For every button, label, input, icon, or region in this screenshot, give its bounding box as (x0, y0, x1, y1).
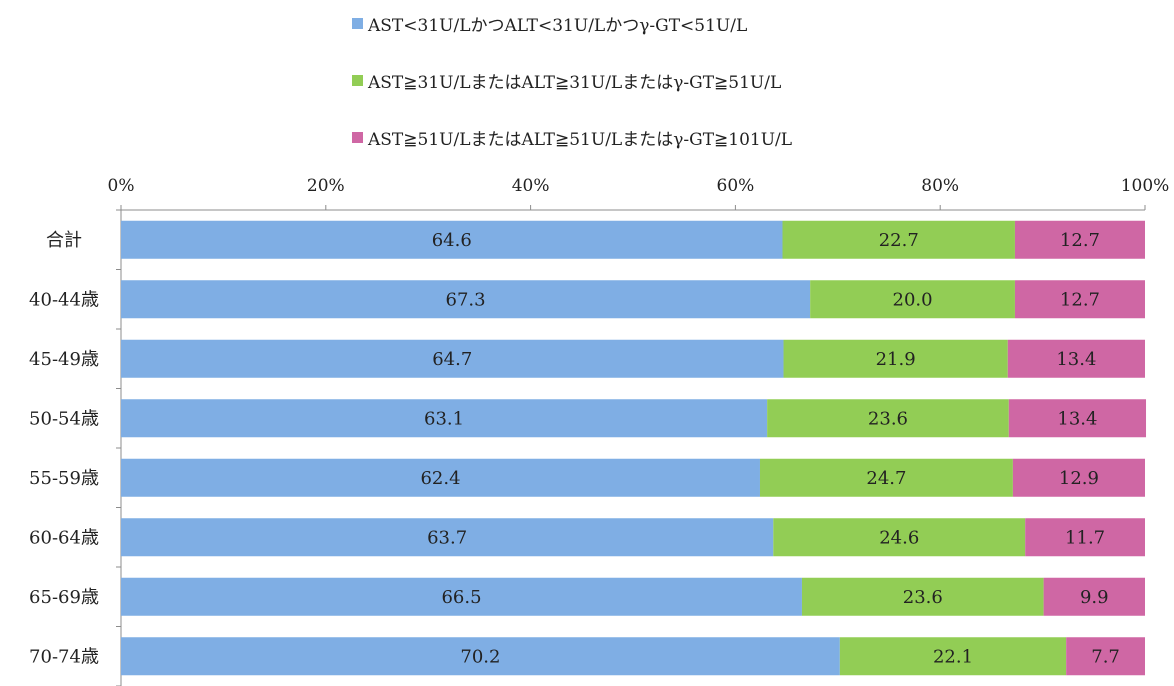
data-label: 12.9 (1059, 468, 1099, 489)
bar-segment (810, 280, 1015, 319)
x-tick-label: 20% (307, 176, 345, 196)
legend-item-normal: AST<31U/LかつALT<31U/Lかつγ-GT<51U/L (352, 11, 748, 36)
data-label: 12.7 (1060, 289, 1100, 310)
category-label: 65-69歳 (29, 587, 99, 608)
bar-segment (783, 339, 1008, 378)
legend-swatch-normal (352, 17, 363, 29)
bar-segment (1014, 280, 1145, 319)
bar-segment (1008, 399, 1147, 438)
bar-segment (121, 458, 760, 497)
data-label: 64.6 (432, 230, 472, 251)
legend-swatch-elevated (352, 74, 363, 86)
x-tick-label: 80% (921, 176, 959, 196)
bar-segment (767, 399, 1009, 438)
category-label: 40-44歳 (29, 289, 99, 310)
bar-segment (1012, 458, 1145, 497)
data-label: 70.2 (460, 646, 500, 667)
bar-segment (1043, 577, 1145, 616)
legend-swatch-high (352, 131, 363, 143)
category-labels: 合計 40-44歳 45-49歳 50-54歳 55-59歳 60-64歳 65-69歳 70… (29, 230, 99, 668)
legend-label-elevated: AST≧31U/LまたはALT≧31U/Lまたはγ-GT≧51U/L (368, 72, 782, 93)
bar-segment (121, 280, 811, 319)
bar-segment (1014, 220, 1145, 259)
legend-item-high: AST≧51U/LまたはALT≧51U/Lまたはγ-GT≧101U/L (352, 125, 793, 150)
legend-label-normal: AST<31U/LかつALT<31U/Lかつγ-GT<51U/L (368, 15, 748, 36)
x-tick-label: 40% (512, 176, 550, 196)
x-tick-label: 0% (108, 176, 135, 196)
data-label: 67.3 (446, 289, 486, 310)
data-label: 22.7 (879, 230, 919, 251)
bar-segment (1066, 637, 1145, 676)
bar-segment (1025, 518, 1145, 557)
category-label: 55-59歳 (29, 468, 99, 489)
data-label: 11.7 (1065, 527, 1105, 548)
data-label: 63.7 (427, 527, 467, 548)
data-label: 13.4 (1056, 349, 1096, 370)
bar-segment (121, 577, 802, 616)
bar-segment (773, 518, 1026, 557)
data-label: 23.6 (903, 587, 943, 608)
x-tick-label: 60% (717, 176, 755, 196)
x-tick-label: 100% (1121, 176, 1170, 196)
data-label: 20.0 (893, 289, 933, 310)
bar-segment (1007, 339, 1145, 378)
category-label: 50-54歳 (29, 408, 99, 429)
data-label: 23.6 (868, 408, 908, 429)
bar-segment (121, 339, 784, 378)
bar-segment (782, 220, 1015, 259)
data-label: 9.9 (1080, 587, 1109, 608)
legend-label-high: AST≧51U/LまたはALT≧51U/Lまたはγ-GT≧101U/L (368, 129, 793, 150)
data-label: 63.1 (424, 408, 464, 429)
data-label: 62.4 (420, 468, 460, 489)
data-label: 24.6 (879, 527, 919, 548)
category-label: 70-74歳 (29, 646, 99, 667)
bar-segment (121, 518, 774, 557)
data-label: 66.5 (441, 587, 481, 608)
bar-segment (121, 399, 768, 438)
data-label: 7.7 (1091, 646, 1120, 667)
data-label: 64.7 (432, 349, 472, 370)
axis: 0% 20% 40% 60% 80% 100% (108, 176, 1170, 686)
category-label: 45-49歳 (29, 349, 99, 370)
data-label: 13.4 (1057, 408, 1097, 429)
bar-segment (759, 458, 1013, 497)
category-label: 合計 (46, 230, 82, 251)
bar-segment (121, 637, 840, 676)
data-label: 24.7 (866, 468, 906, 489)
data-label: 12.7 (1060, 230, 1100, 251)
bars: 64.6 22.7 12.7 67.3 20.0 12.7 64.7 21.9 13.4 63.1… (121, 220, 1147, 676)
bar-segment (839, 637, 1067, 676)
bar-segment (801, 577, 1044, 616)
legend-item-elevated: AST≧31U/LまたはALT≧31U/Lまたはγ-GT≧51U/L (352, 68, 782, 93)
category-label: 60-64歳 (29, 527, 99, 548)
data-label: 22.1 (933, 646, 973, 667)
bar-segment (121, 220, 783, 259)
data-label: 21.9 (876, 349, 916, 370)
